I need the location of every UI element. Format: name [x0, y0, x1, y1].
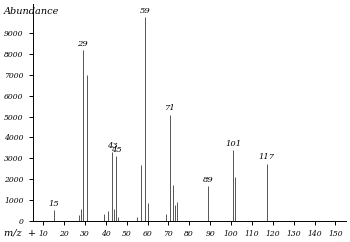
Text: 117: 117 — [258, 153, 274, 161]
Text: 71: 71 — [165, 105, 176, 113]
Text: 89: 89 — [203, 176, 214, 184]
Text: 43: 43 — [107, 142, 117, 150]
Text: 29: 29 — [77, 40, 88, 48]
Text: m/z  +: m/z + — [4, 228, 35, 237]
Text: Abundance: Abundance — [4, 7, 59, 16]
Text: 101: 101 — [225, 140, 241, 148]
Text: 59: 59 — [140, 7, 151, 15]
Text: 15: 15 — [48, 200, 59, 208]
Text: 45: 45 — [111, 146, 121, 154]
